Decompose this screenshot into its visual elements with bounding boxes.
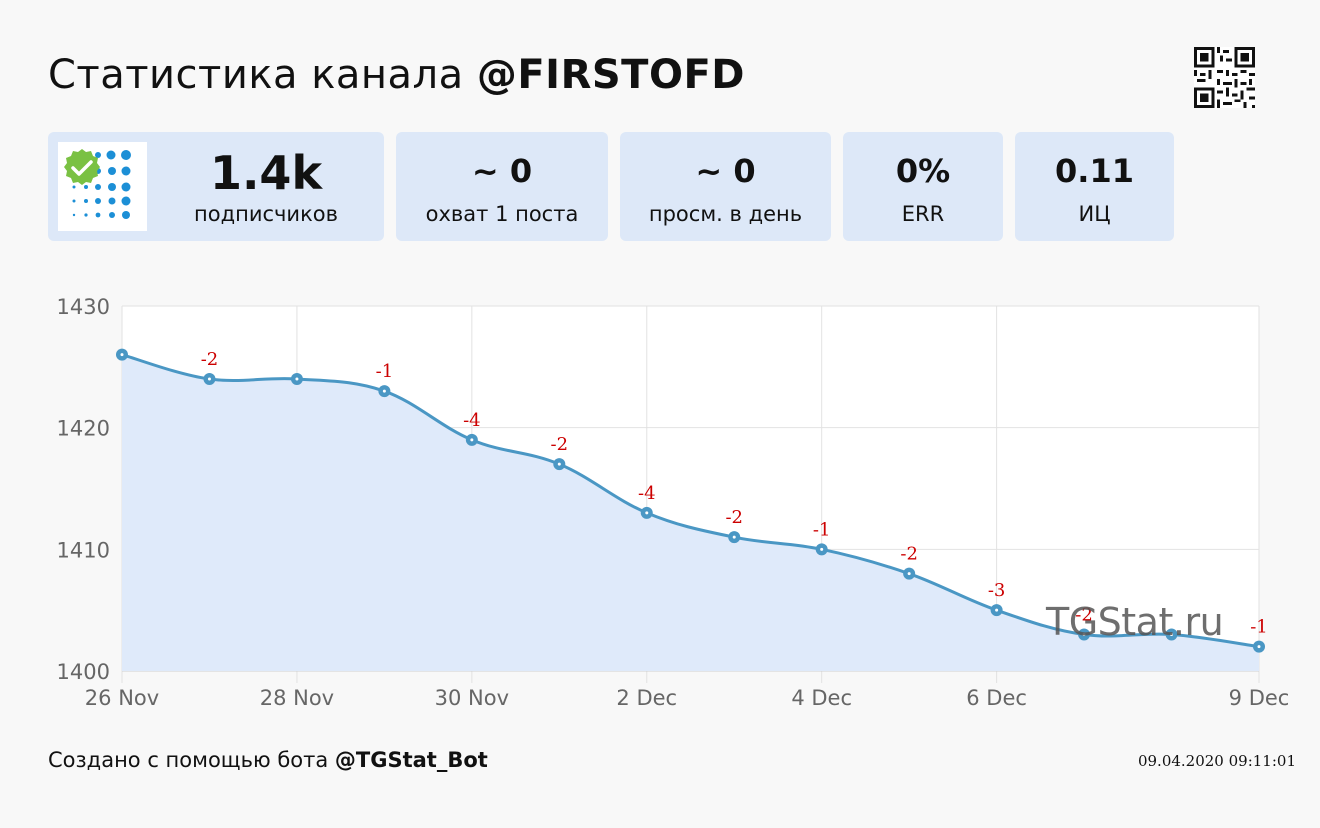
channel-logo-icon bbox=[64, 149, 131, 219]
data-point-center bbox=[995, 608, 999, 612]
channel-avatar bbox=[58, 142, 147, 231]
y-tick-label: 1430 bbox=[57, 295, 110, 319]
data-label: -4 bbox=[463, 410, 481, 431]
x-tick-label: 6 Dec bbox=[966, 686, 1027, 710]
data-point-center bbox=[470, 438, 474, 442]
subscribers-label: подписчиков bbox=[194, 202, 338, 226]
x-tick-label: 2 Dec bbox=[616, 686, 677, 710]
data-label: -2 bbox=[900, 544, 918, 565]
channel-name: @FIRSTOFD bbox=[476, 52, 745, 98]
y-tick-label: 1420 bbox=[57, 417, 110, 441]
data-label: -1 bbox=[1250, 617, 1268, 638]
data-point-center bbox=[907, 572, 911, 576]
data-point-center bbox=[645, 511, 649, 515]
data-point-center bbox=[1170, 633, 1174, 636]
title-prefix: Статистика канала bbox=[48, 52, 464, 98]
y-tick-label: 1400 bbox=[57, 660, 110, 684]
subscribers-chart: 1400 1410 1420 1430 26 Nov 28 Nov 30 Nov 2 Dec 4… bbox=[57, 295, 1290, 710]
bot-link[interactable]: @TGStat_Bot bbox=[334, 748, 488, 772]
reach-value: ~ 0 bbox=[471, 152, 533, 190]
err-label: ERR bbox=[901, 202, 945, 226]
x-tick-label: 28 Nov bbox=[260, 686, 334, 710]
daily-views-label: просм. в день bbox=[648, 202, 803, 226]
citation-index-card: 0.11 ИЦ bbox=[1015, 132, 1174, 241]
reach-card: ~ 0 охват 1 поста bbox=[396, 132, 608, 241]
data-label: -2 bbox=[551, 434, 569, 455]
err-value: 0% bbox=[895, 152, 951, 190]
data-point-center bbox=[207, 377, 211, 381]
data-point-center bbox=[820, 547, 824, 551]
stats-row: 1.4k подписчиков ~ 0 охват 1 поста ~ 0 п… bbox=[0, 132, 1320, 241]
data-label: -1 bbox=[376, 361, 394, 382]
data-label: -3 bbox=[988, 580, 1006, 601]
footer-prefix: Создано с помощью бота bbox=[48, 748, 329, 772]
err-card: 0% ERR bbox=[843, 132, 1003, 241]
footer-credit: Создано с помощью бота @TGStat_Bot bbox=[48, 748, 488, 772]
subscribers-value: 1.4k bbox=[209, 146, 323, 200]
qr-code-icon bbox=[1194, 47, 1255, 108]
data-label: -2 bbox=[725, 507, 743, 528]
y-tick-label: 1410 bbox=[57, 538, 110, 562]
data-label: -2 bbox=[201, 349, 219, 370]
watermark: TGStat.ru bbox=[1046, 600, 1224, 644]
reach-label: охват 1 поста bbox=[425, 202, 579, 226]
data-point-center bbox=[1257, 645, 1261, 649]
data-point-center bbox=[120, 353, 124, 357]
x-tick-label: 30 Nov bbox=[435, 686, 509, 710]
data-point-center bbox=[732, 535, 736, 539]
series-area bbox=[122, 354, 1259, 671]
generated-timestamp: 09.04.2020 09:11:01 bbox=[1137, 752, 1296, 770]
citation-index-label: ИЦ bbox=[1078, 202, 1111, 226]
data-point-center bbox=[557, 462, 561, 466]
data-point-center bbox=[382, 389, 386, 393]
x-tick-label: 26 Nov bbox=[85, 686, 159, 710]
daily-views-card: ~ 0 просм. в день bbox=[620, 132, 831, 241]
series-line bbox=[121, 353, 1260, 649]
subscribers-card: 1.4k подписчиков bbox=[48, 132, 384, 241]
page-title: Статистика канала @FIRSTOFD bbox=[48, 52, 745, 98]
data-label: -1 bbox=[813, 519, 831, 540]
data-point-center bbox=[1082, 633, 1086, 636]
data-label: -2 bbox=[1075, 605, 1093, 626]
data-point-center bbox=[295, 377, 299, 381]
x-tick-label: 9 Dec bbox=[1229, 686, 1290, 710]
verified-badge-icon bbox=[64, 149, 100, 185]
x-tick-label: 4 Dec bbox=[791, 686, 852, 710]
daily-views-value: ~ 0 bbox=[695, 152, 756, 190]
citation-index-value: 0.11 bbox=[1055, 152, 1134, 190]
data-label: -4 bbox=[638, 483, 656, 504]
